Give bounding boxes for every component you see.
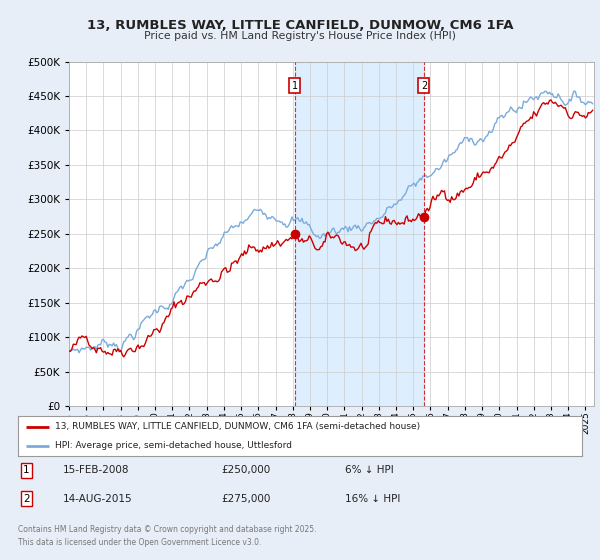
Text: HPI: Average price, semi-detached house, Uttlesford: HPI: Average price, semi-detached house,… [55,441,292,450]
Text: 1: 1 [292,81,298,91]
Text: Contains HM Land Registry data © Crown copyright and database right 2025.
This d: Contains HM Land Registry data © Crown c… [18,525,317,547]
Text: £275,000: £275,000 [221,493,271,503]
Text: £250,000: £250,000 [221,465,270,475]
Text: 2: 2 [421,81,427,91]
Text: Price paid vs. HM Land Registry's House Price Index (HPI): Price paid vs. HM Land Registry's House … [144,31,456,41]
Bar [295,62,424,406]
Text: 13, RUMBLES WAY, LITTLE CANFIELD, DUNMOW, CM6 1FA (semi-detached house): 13, RUMBLES WAY, LITTLE CANFIELD, DUNMOW… [55,422,420,431]
Text: 1: 1 [23,465,30,475]
Text: 16% ↓ HPI: 16% ↓ HPI [345,493,400,503]
Text: 2: 2 [23,493,30,503]
Text: 13, RUMBLES WAY, LITTLE CANFIELD, DUNMOW, CM6 1FA: 13, RUMBLES WAY, LITTLE CANFIELD, DUNMOW… [87,18,513,32]
Text: 15-FEB-2008: 15-FEB-2008 [63,465,130,475]
Text: 6% ↓ HPI: 6% ↓ HPI [345,465,394,475]
Text: 14-AUG-2015: 14-AUG-2015 [63,493,133,503]
